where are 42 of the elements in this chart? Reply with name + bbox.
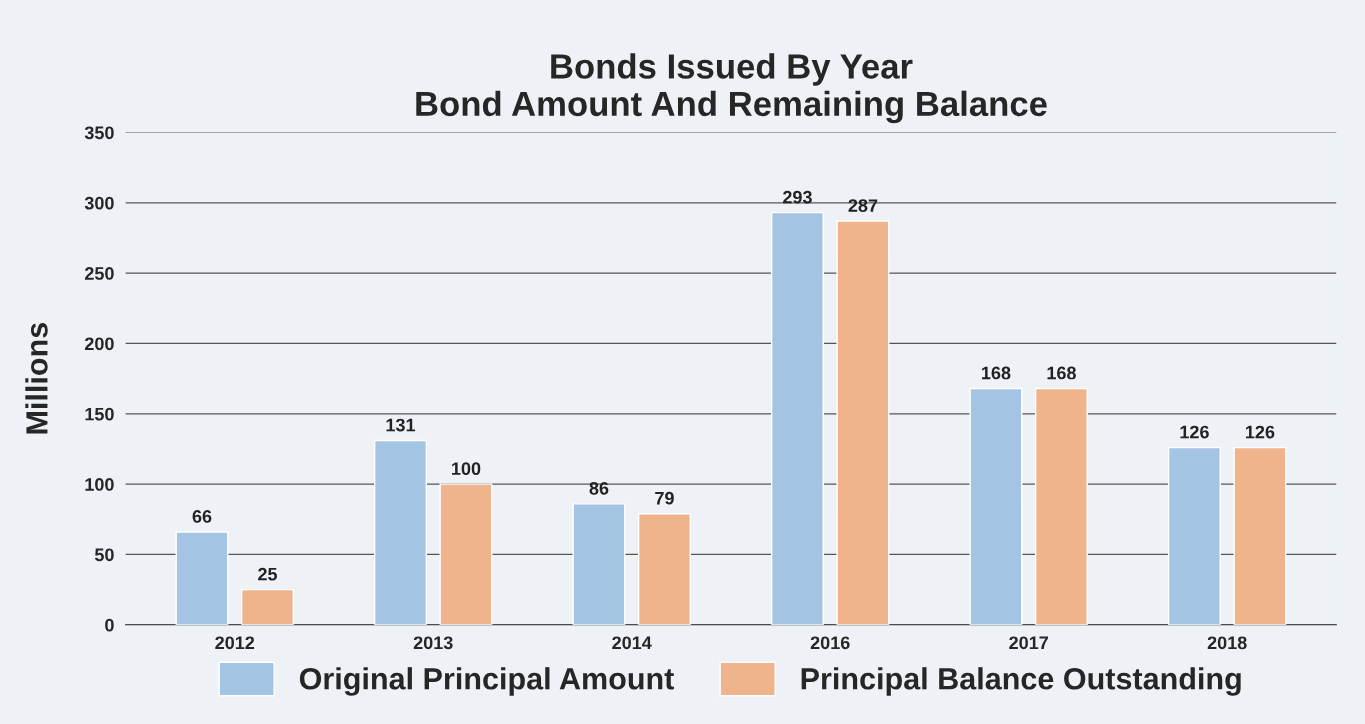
bar: [969, 387, 1023, 625]
data-label: 66: [192, 510, 212, 523]
y-tick-label: 50: [94, 548, 114, 562]
data-label: 168: [1047, 366, 1076, 380]
bar: [836, 220, 890, 625]
bar: [1233, 446, 1287, 625]
data-label: 25: [258, 567, 278, 581]
legend-label: Principal Balance Outstanding: [801, 667, 1241, 696]
bar: [572, 503, 626, 625]
data-label: 126: [1180, 425, 1209, 439]
y-tick-label: 200: [84, 337, 114, 351]
y-tick-label: 100: [85, 478, 114, 491]
x-tick-label: 2016: [810, 636, 850, 650]
data-label: 293: [783, 190, 812, 204]
bar: [240, 588, 294, 625]
x-tick-label: 2014: [612, 636, 652, 650]
chart-title: Bonds Issued By Year Bond Amount And Remaining Balance: [416, 53, 1047, 124]
x-tick-label: 2018: [1207, 636, 1247, 650]
y-tick-label: 150: [85, 407, 114, 421]
x-tick-label: 2017: [1009, 636, 1048, 650]
y-tick-label: 250: [84, 267, 114, 280]
bar: [439, 483, 493, 625]
data-label: 79: [655, 491, 674, 505]
data-label: 100: [452, 462, 481, 476]
y-tick-label: 0: [105, 618, 114, 632]
bar: [770, 211, 824, 625]
bar: [1034, 387, 1088, 625]
bar: [373, 439, 427, 625]
data-label: 126: [1245, 425, 1275, 439]
x-tick-label: 2012: [215, 636, 255, 650]
data-label: 287: [848, 199, 878, 212]
data-label: 168: [982, 366, 1011, 380]
y-tick-label: 350: [84, 126, 114, 140]
x-tick-label: 2013: [413, 636, 453, 650]
y-tick-label: 300: [84, 196, 114, 210]
data-label: 131: [386, 418, 416, 432]
data-label: 86: [589, 481, 609, 495]
bar: [1167, 446, 1221, 625]
legend-label: Original Principal Amount: [299, 667, 674, 696]
bar: [175, 531, 229, 625]
bar: [637, 512, 691, 625]
y-axis-title: Millions: [25, 323, 48, 434]
